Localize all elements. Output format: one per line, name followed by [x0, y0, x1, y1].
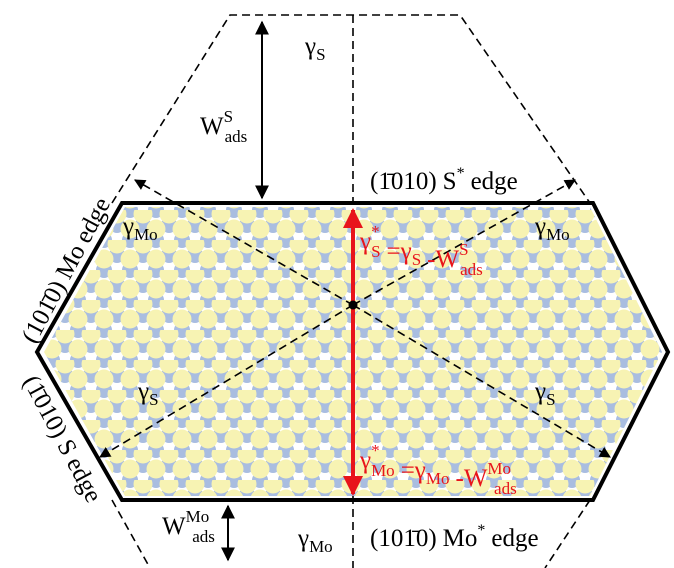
symbol: γ [534, 213, 546, 240]
superscript: Mo [487, 459, 511, 478]
subscript: S [546, 390, 555, 409]
miller-index: (1̄010) [370, 168, 437, 195]
symbol: γ [297, 525, 309, 552]
label: γMo [297, 525, 333, 556]
element: S [443, 168, 457, 195]
diagram: γSWSadsγMoγMoγSγSWMoadsγMo(1̄010)S*edge(… [0, 0, 674, 568]
superscript: S [224, 107, 233, 126]
subscript: Mo [546, 225, 570, 244]
superscript: * [371, 441, 380, 460]
edge-label: (1̄010)S* edge [370, 165, 518, 195]
subscript: Mo [309, 537, 333, 556]
subscript: Mo [371, 461, 395, 480]
miller-index: (101̄0) [370, 525, 437, 552]
subscript: ads [460, 260, 483, 279]
symbol: γ [534, 378, 546, 405]
edge-label: (101̄0)Mo* edge [370, 522, 539, 552]
symbol: W [162, 513, 186, 540]
symbol: W [436, 246, 460, 273]
superscript: Mo [186, 507, 210, 526]
center-point [349, 301, 358, 310]
symbol: γ [400, 238, 412, 265]
symbol: γ [359, 447, 371, 474]
subscript: S [371, 242, 380, 261]
symbol: γ [122, 213, 134, 240]
subscript: ads [225, 127, 248, 146]
subscript: S [316, 45, 325, 64]
word: edge [471, 168, 518, 195]
symbol: W [200, 113, 224, 140]
label: γS [304, 33, 326, 64]
subscript: ads [192, 527, 215, 546]
equals: = [401, 457, 415, 484]
symbol: γ [137, 378, 149, 405]
minus: - [427, 246, 435, 273]
symbol: γ [359, 228, 371, 255]
superscript: S [459, 240, 468, 259]
element: Mo [51, 240, 91, 283]
symbol: γ [304, 33, 316, 60]
symbol: W [464, 465, 488, 492]
subscript: S [412, 250, 421, 269]
subscript: S [149, 390, 158, 409]
subscript: Mo [426, 469, 450, 488]
minus: - [455, 465, 463, 492]
page: {"labels":{ "gamma_s_top":{"symbol":"γ",… [0, 0, 674, 568]
equals: = [387, 238, 401, 265]
subscript: ads [494, 479, 517, 498]
element: Mo [443, 525, 478, 552]
subscript: Mo [134, 225, 158, 244]
word: edge [491, 525, 538, 552]
superscript: * [371, 222, 380, 241]
symbol: γ [414, 457, 426, 484]
superscript: * [457, 165, 465, 182]
superscript: * [477, 522, 485, 539]
